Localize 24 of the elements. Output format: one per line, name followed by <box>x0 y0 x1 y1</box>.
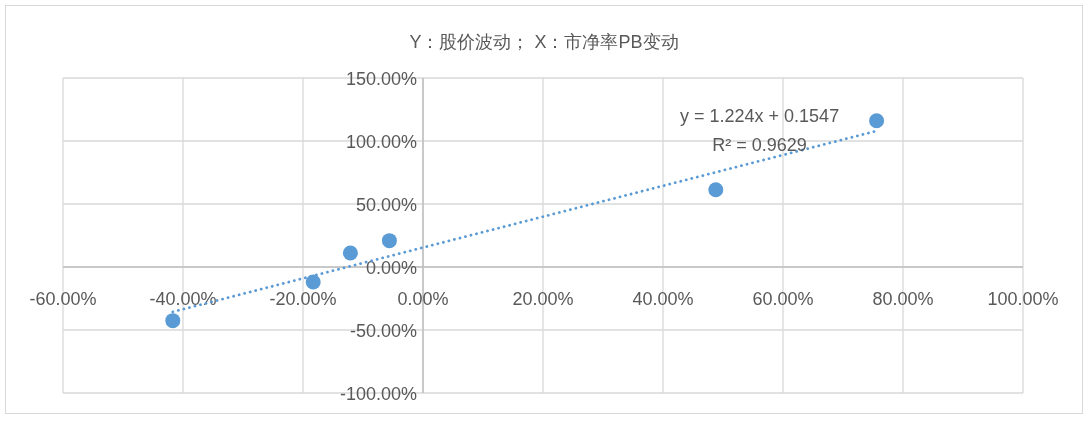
point <box>708 182 724 198</box>
x-tick-label: -60.00% <box>29 289 97 309</box>
point <box>869 113 885 129</box>
x-tick-label: 20.00% <box>512 289 574 309</box>
point <box>305 274 321 290</box>
x-tick-label: 80.00% <box>872 289 934 309</box>
x-tick-label: -40.00% <box>149 289 217 309</box>
y-tick-label: 50.00% <box>355 194 417 215</box>
y-tick-label: -50.00% <box>349 320 417 341</box>
x-tick-label: 60.00% <box>752 289 814 309</box>
x-tick-label: 0.00% <box>397 289 449 309</box>
x-tick-label: 100.00% <box>987 289 1059 309</box>
chart-title: Y：股价波动； X：市净率PB变动 <box>409 32 679 52</box>
point <box>165 313 181 329</box>
annotation: R² = 0.9629 <box>712 134 807 155</box>
x-tick-label: -20.00% <box>269 289 337 309</box>
y-tick-label: 0.00% <box>365 257 417 278</box>
annotation: y = 1.224x + 0.1547 <box>680 105 840 126</box>
point <box>342 245 358 261</box>
y-tick-label: 100.00% <box>345 131 417 152</box>
x-tick-label: 40.00% <box>632 289 694 309</box>
point <box>381 233 397 249</box>
y-tick-label: 150.00% <box>345 68 417 89</box>
y-tick-label: -100.00% <box>339 383 417 404</box>
